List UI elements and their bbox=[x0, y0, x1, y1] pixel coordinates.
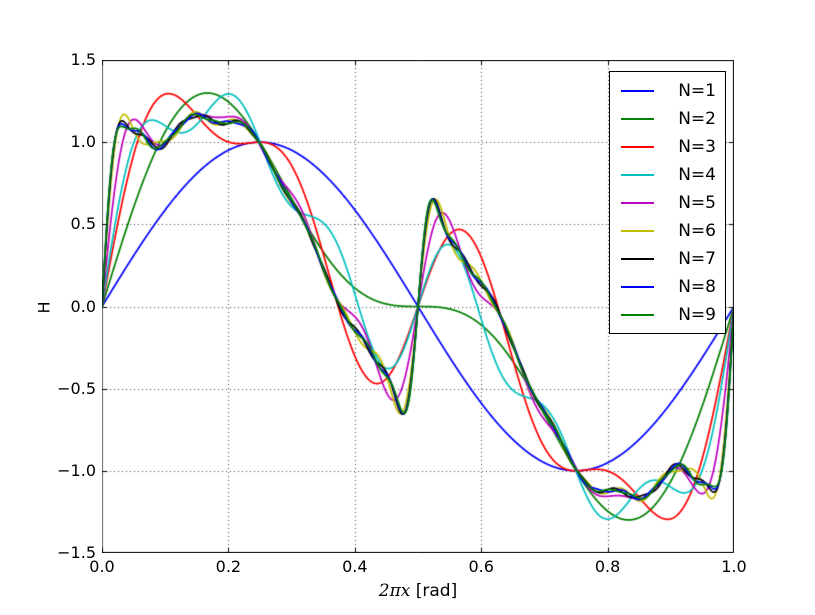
legend-line-sample-n4 bbox=[621, 174, 654, 176]
xtick-label: 0.4 bbox=[342, 557, 368, 576]
y-axis-label: H bbox=[34, 301, 54, 314]
legend-label-n8: N=8 bbox=[678, 277, 716, 297]
legend-item-n3: N=3 bbox=[610, 133, 725, 161]
legend-label-n4: N=4 bbox=[678, 165, 716, 185]
legend-label-n5: N=5 bbox=[678, 193, 716, 213]
xtick-label: 1.0 bbox=[721, 557, 747, 576]
legend-item-n5: N=5 bbox=[610, 189, 725, 217]
ytick-label: 1.0 bbox=[70, 132, 96, 151]
xtick-label: 0.2 bbox=[215, 557, 242, 576]
ytick-label: −1.0 bbox=[57, 461, 96, 480]
legend-item-n4: N=4 bbox=[610, 161, 725, 189]
x-axis-label-math: 2πx bbox=[378, 581, 411, 601]
ytick-label: 1.5 bbox=[70, 50, 96, 69]
xtick-label: 0.0 bbox=[89, 557, 115, 576]
legend-line-sample-n3 bbox=[621, 146, 654, 148]
legend-item-n6: N=6 bbox=[610, 217, 725, 245]
legend-label-n2: N=2 bbox=[678, 109, 716, 129]
legend-line-sample-n9 bbox=[621, 314, 654, 316]
legend-line-sample-n8 bbox=[621, 286, 654, 288]
legend-item-n7: N=7 bbox=[610, 245, 725, 273]
ytick-label: 0.5 bbox=[70, 214, 96, 233]
legend-line-sample-n7 bbox=[621, 258, 654, 260]
legend-label-n1: N=1 bbox=[678, 81, 716, 101]
xtick-label: 0.6 bbox=[468, 557, 494, 576]
ytick-label: 0.0 bbox=[70, 297, 96, 316]
legend-line-sample-n1 bbox=[621, 90, 654, 92]
legend-label-n9: N=9 bbox=[678, 305, 716, 325]
legend-item-n1: N=1 bbox=[610, 77, 725, 105]
legend-label-n3: N=3 bbox=[678, 137, 716, 157]
legend-line-sample-n2 bbox=[621, 118, 654, 120]
legend-item-n2: N=2 bbox=[610, 105, 725, 133]
legend-label-n6: N=6 bbox=[678, 221, 716, 241]
x-axis-label: 2πx [rad] bbox=[218, 581, 618, 601]
legend-box: N=1 N=2 N=3 N=4 N=5 N=6 N=7 N=8 bbox=[609, 71, 726, 334]
legend-item-n8: N=8 bbox=[610, 273, 725, 301]
legend-label-n7: N=7 bbox=[678, 249, 716, 269]
legend-line-sample-n5 bbox=[621, 202, 654, 204]
ytick-label: −0.5 bbox=[57, 379, 96, 398]
ytick-label: −1.5 bbox=[57, 543, 96, 562]
legend-item-n9: N=9 bbox=[610, 301, 725, 329]
xtick-label: 0.8 bbox=[594, 557, 621, 576]
x-axis-label-unit: [rad] bbox=[410, 581, 458, 601]
legend-line-sample-n6 bbox=[621, 230, 654, 232]
